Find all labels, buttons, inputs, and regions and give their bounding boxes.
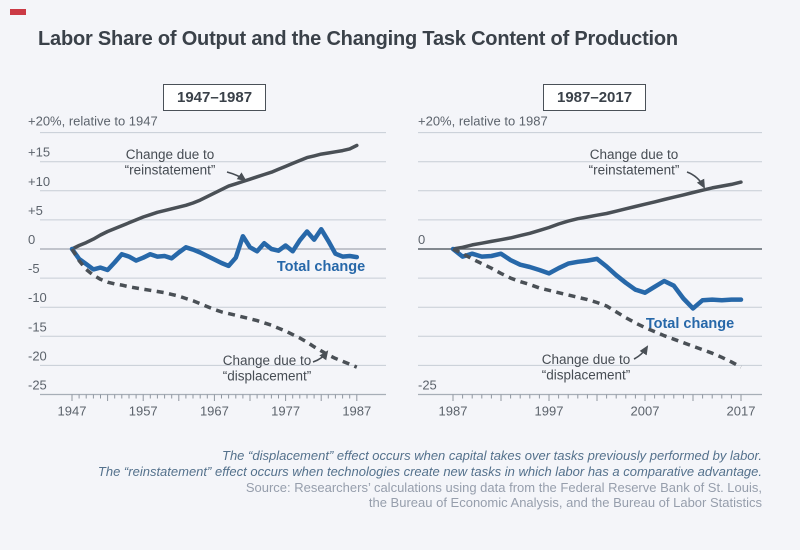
x-tick-label: 1987	[342, 404, 371, 419]
annotation-total-change: Total change	[646, 316, 734, 332]
total-change-line	[450, 246, 744, 311]
annotation-arrow-displacement	[633, 345, 649, 360]
y-tick-label: 0	[418, 232, 425, 247]
annotation-arrow-reinstatement	[686, 171, 705, 189]
annotation-reinstatement: “reinstatement”	[589, 163, 680, 178]
annotation-arrow-displacement	[312, 350, 329, 363]
x-tick-label: 1977	[271, 404, 300, 419]
y-tick-label: -10	[28, 290, 47, 305]
panel-svg: 1987 1997 2007 2017 0 -25 +20%, relative to 19…	[418, 114, 762, 419]
annotation-displacement: “displacement”	[542, 368, 631, 383]
note-source-line-1: Source: Researchers’ calculations using …	[245, 479, 762, 495]
x-tick-label: 1947	[58, 404, 87, 419]
figure-notes: The “displacement” effect occurs when ca…	[38, 448, 762, 511]
annotation-total-change: Total change	[277, 259, 365, 275]
annotation-reinstatement: Change due to	[590, 147, 679, 162]
panel-title-right-label: 1987–2017	[557, 89, 633, 106]
figure-title: Labor Share of Output and the Changing T…	[38, 28, 678, 50]
reinstatement-line	[70, 143, 359, 251]
y-tick-label: 0	[28, 232, 35, 247]
panel-title-left: 1947–1987	[163, 84, 267, 111]
annotation-displacement: Change due to	[223, 353, 312, 368]
axis-note: +20%, relative to 1987	[418, 114, 548, 129]
y-tick-label: -15	[28, 319, 47, 334]
annotation-reinstatement: “reinstatement”	[125, 163, 216, 178]
chart-panel-1947-1987: 1947 1957 1967 1977 1987 +15 +10 +5 0 -5 -10 -15 -20…	[20, 113, 405, 435]
x-tick-label: 1957	[129, 404, 158, 419]
x-tick-label: 1997	[535, 404, 564, 419]
chart-panel-1987-2017: 1987 1997 2007 2017 0 -25 +20%, relative to 19…	[398, 113, 783, 435]
x-tick-label: 1987	[439, 404, 468, 419]
x-tick-label: 2007	[631, 404, 660, 419]
y-tick-label: -5	[28, 261, 40, 276]
panel-svg: 1947 1957 1967 1977 1987 +15 +10 +5 0 -5 -10 -15 -20…	[28, 114, 386, 419]
y-tick-label: -20	[28, 348, 47, 363]
x-tick-label: 1967	[200, 404, 229, 419]
y-tick-label: -25	[418, 378, 437, 393]
note-reinstatement-definition: The “reinstatement” effect occurs when t…	[97, 463, 762, 479]
axis-note: +20%, relative to 1947	[28, 114, 158, 129]
reinstatement-line	[451, 180, 743, 251]
annotation-displacement: Change due to	[542, 352, 631, 367]
panel-title-right: 1987–2017	[543, 84, 647, 111]
x-tick-label: 2017	[727, 404, 756, 419]
y-tick-label: +10	[28, 174, 50, 189]
note-source-line-2: the Bureau of Economic Analysis, and the…	[368, 495, 762, 511]
y-tick-label: +15	[28, 145, 50, 160]
displacement-line	[452, 247, 742, 369]
total-change-line	[69, 226, 360, 273]
panel-title-left-label: 1947–1987	[177, 89, 253, 106]
annotation-arrow-reinstatement	[226, 171, 247, 182]
y-tick-label: -25	[28, 378, 47, 393]
annotation-displacement: “displacement”	[223, 369, 312, 384]
annotation-reinstatement: Change due to	[126, 147, 215, 162]
y-tick-label: +5	[28, 203, 43, 218]
note-displacement-definition: The “displacement” effect occurs when ca…	[222, 448, 762, 463]
nber-brand-mark	[10, 9, 26, 15]
